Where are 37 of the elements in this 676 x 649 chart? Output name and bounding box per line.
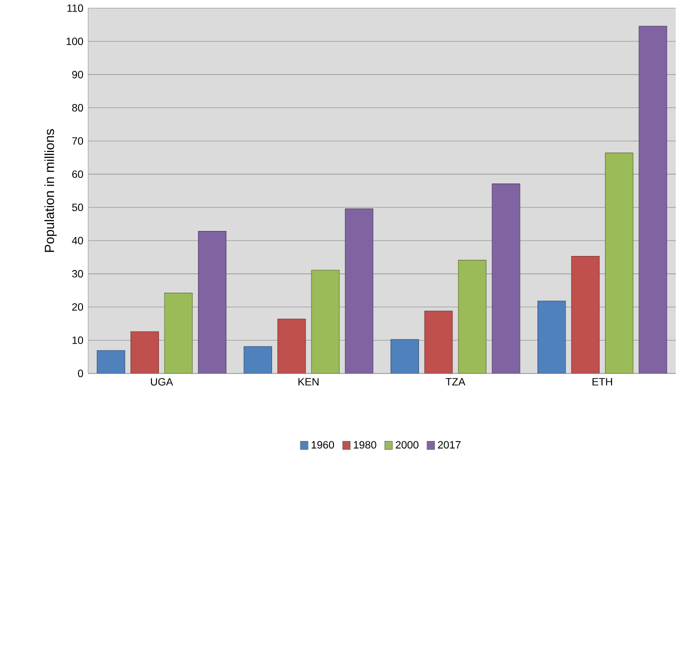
bar: [605, 152, 634, 374]
y-tick-label: 100: [66, 38, 84, 46]
x-tick-label: KEN: [298, 378, 319, 386]
bar: [277, 318, 306, 374]
y-tick-label: 90: [72, 70, 84, 78]
bar: [390, 339, 419, 374]
bar: [130, 331, 159, 374]
bar: [571, 256, 600, 374]
bar: [244, 346, 272, 374]
y-tick-label: 0: [78, 370, 84, 378]
y-tick-label: 10: [72, 336, 84, 344]
y-tick-label: 60: [72, 170, 84, 178]
bar: [458, 260, 486, 374]
y-axis-title: Population in millions: [44, 129, 57, 252]
y-tick-label: 50: [72, 204, 84, 212]
bar: [538, 300, 566, 374]
legend-label: 1960: [312, 441, 334, 449]
x-tick-label: ETH: [592, 378, 612, 386]
y-tick-label: 20: [72, 303, 84, 311]
y-tick-label: 80: [72, 104, 84, 112]
bar: [344, 208, 374, 374]
legend-label: 2000: [396, 441, 418, 449]
bar: [198, 231, 226, 374]
x-tick-label: TZA: [446, 378, 466, 386]
legend-label: 1980: [354, 441, 376, 449]
bar: [311, 270, 340, 374]
bar: [492, 184, 520, 374]
bar: [424, 310, 453, 374]
legend-label: 2017: [438, 441, 461, 449]
bar: [164, 292, 193, 374]
y-tick-label: 110: [67, 4, 84, 12]
y-tick-label: 40: [72, 236, 84, 244]
y-tick-label: 70: [72, 137, 84, 145]
x-tick-label: UGA: [150, 378, 174, 386]
bar: [96, 350, 126, 374]
y-tick-label: 30: [72, 270, 84, 278]
bar: [638, 26, 668, 374]
